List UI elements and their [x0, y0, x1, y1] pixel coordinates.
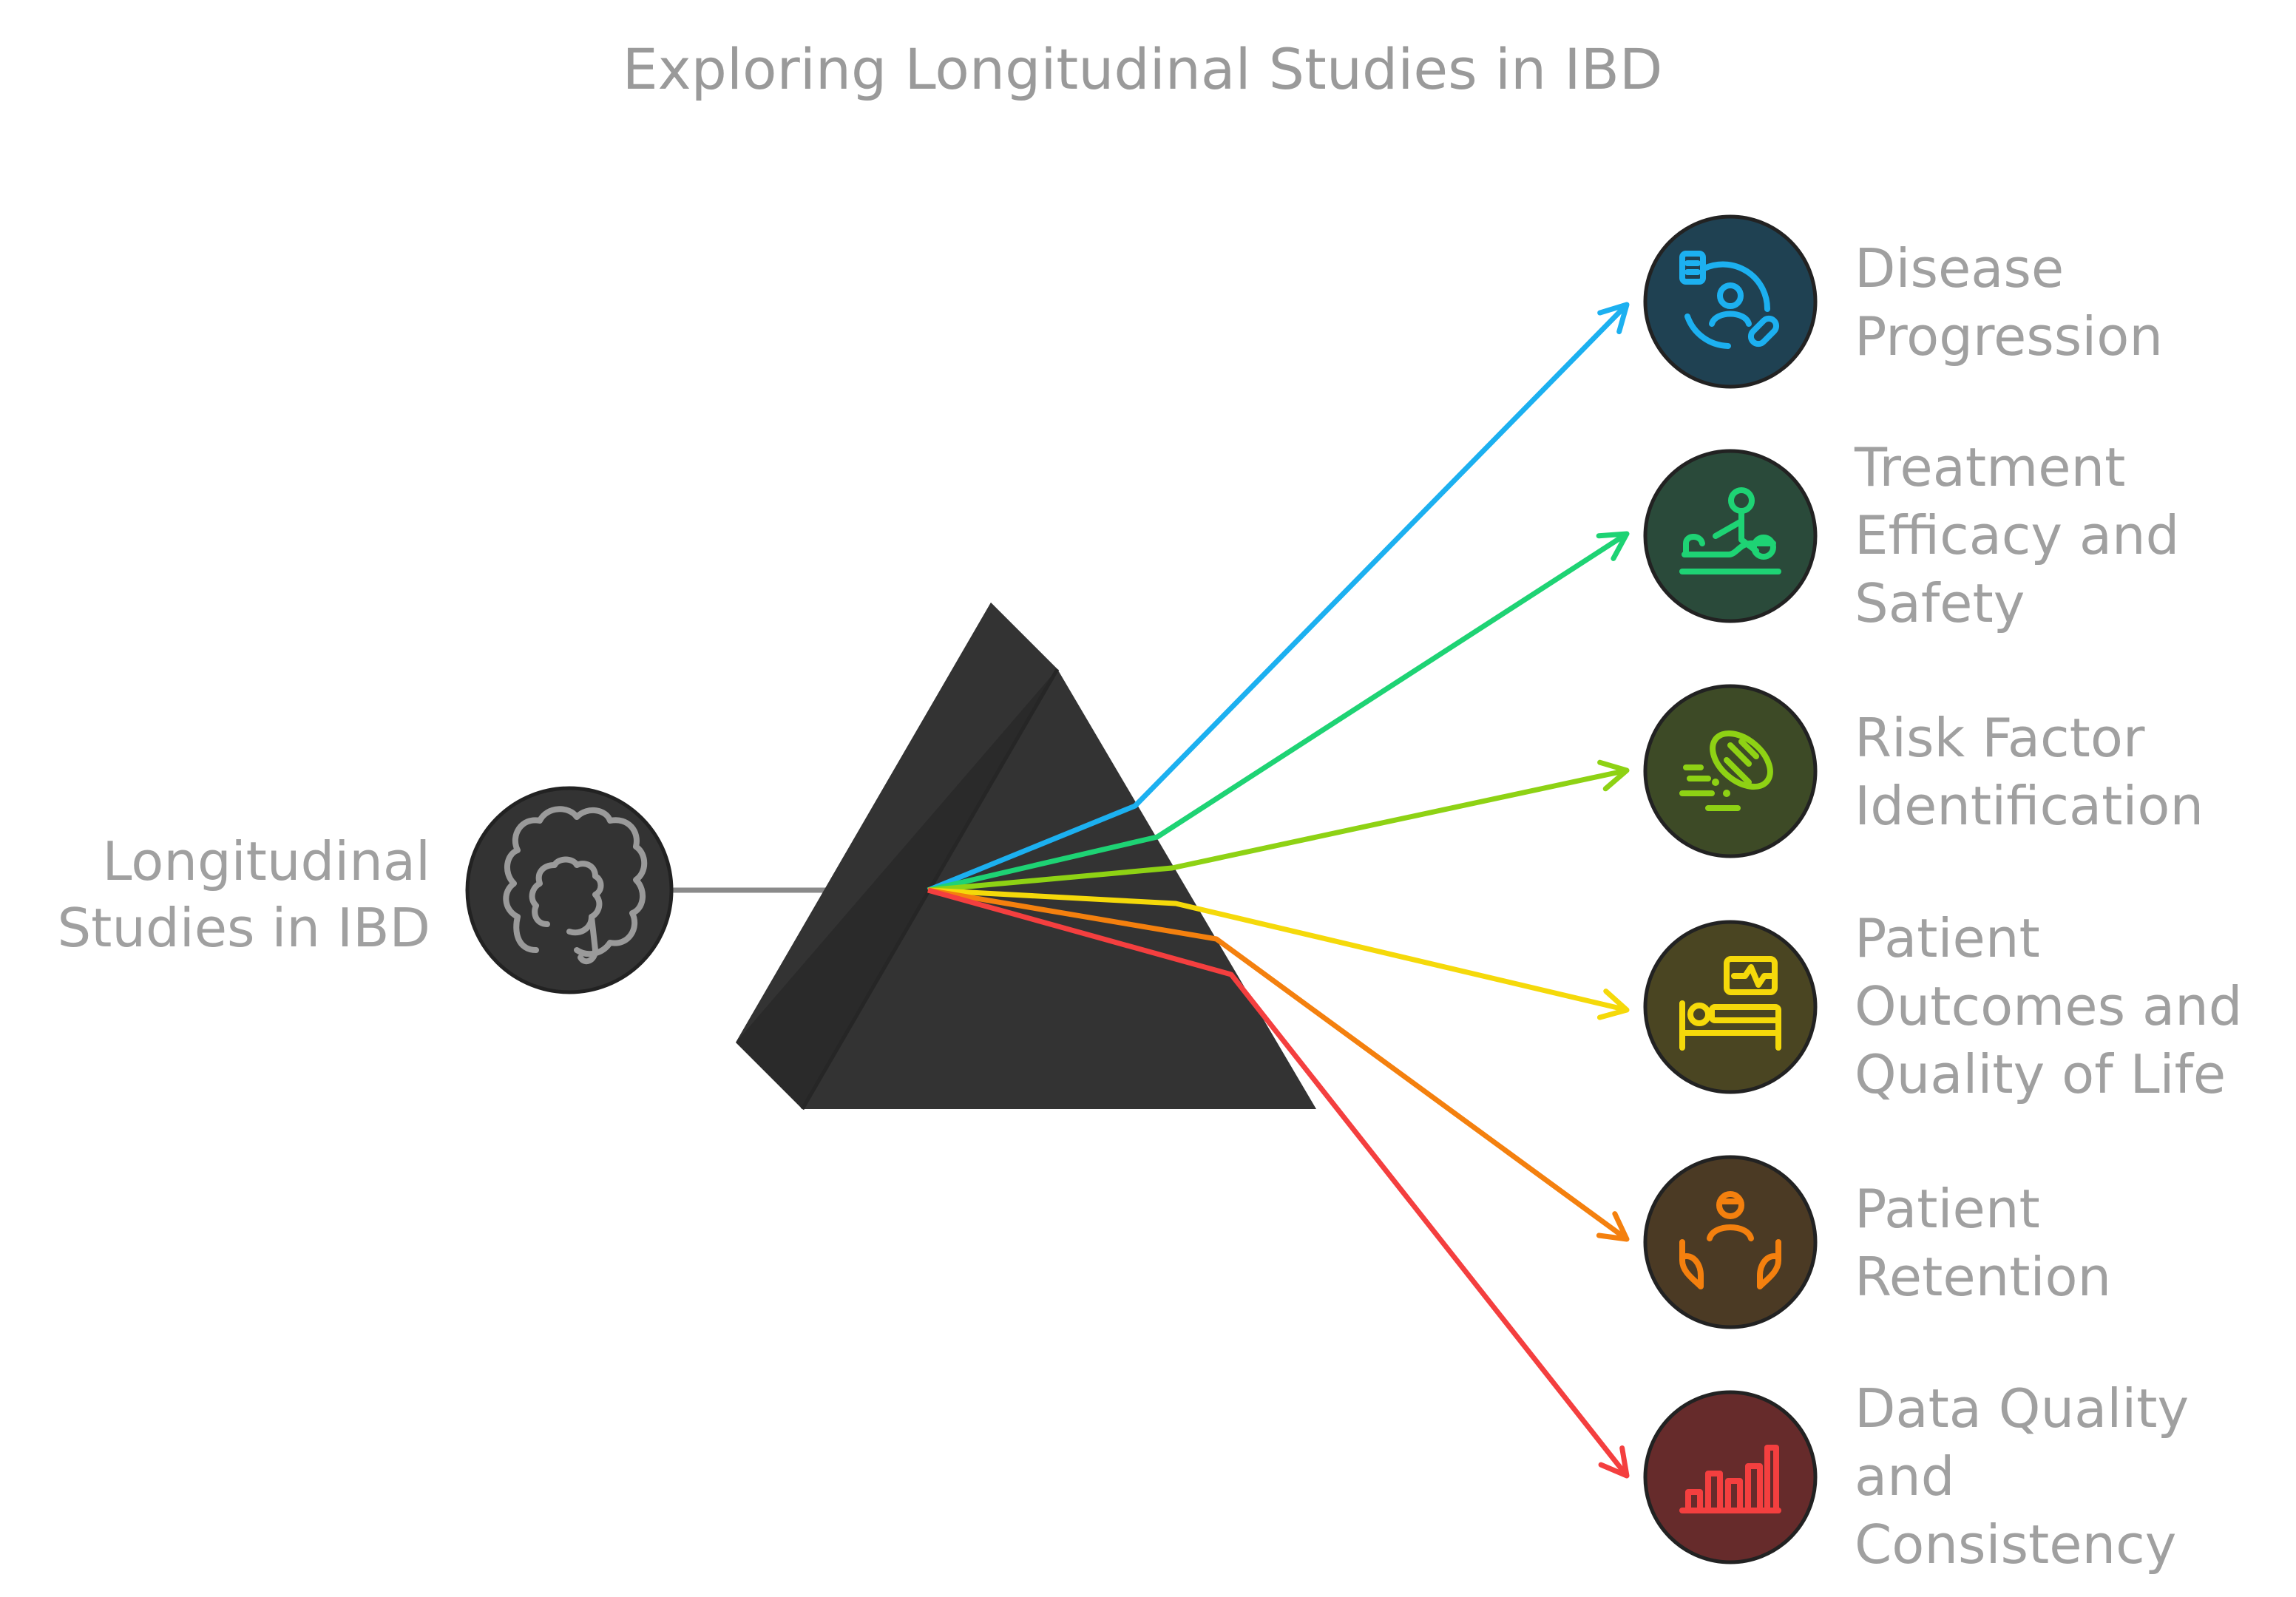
beam-5: [927, 887, 1630, 1242]
node-circle: [1643, 1390, 1818, 1564]
output-label-6-line-1: Data Quality: [1855, 1377, 2189, 1440]
source-label-line-1: Longitudinal: [102, 830, 430, 892]
output-label-3-line-2: Identification: [1855, 775, 2204, 837]
arrowhead-icon: [1598, 1445, 1630, 1479]
source-node: [465, 786, 674, 994]
node-circle: [1643, 214, 1818, 389]
output-label-5-line-2: Retention: [1855, 1246, 2111, 1308]
beam-6: [927, 887, 1630, 1479]
output-label-3-line-1: Risk Factor: [1855, 707, 2145, 769]
output-beams: [927, 302, 1630, 1479]
beam-2: [927, 531, 1630, 893]
intestine-icon: [503, 806, 648, 965]
output-label-5-line-1: Patient: [1855, 1178, 2040, 1240]
arrowhead-icon: [1596, 989, 1630, 1020]
patient-care-cycle-icon: [1679, 251, 1780, 349]
output-label-6-line-3: Consistency: [1855, 1513, 2176, 1576]
output-label-1-line-1: Disease: [1855, 237, 2064, 299]
arrowhead-icon: [1596, 531, 1630, 561]
beam-1: [927, 302, 1630, 893]
output-label-4-line-1: Patient: [1855, 907, 2040, 969]
output-label-2-line-1: Treatment: [1854, 436, 2125, 498]
output-label-1-line-2: Progression: [1855, 305, 2163, 367]
node-circle: [1643, 1155, 1818, 1329]
arrowhead-icon: [1597, 759, 1630, 792]
prism-front-face: [802, 669, 1316, 1109]
output-label-2-line-3: Safety: [1855, 572, 2025, 634]
output-label-6-line-2: and: [1855, 1445, 1954, 1508]
prism: [736, 603, 1316, 1111]
caring-hands-icon: [1679, 1191, 1781, 1289]
massage-therapy-icon: [1679, 487, 1781, 574]
beam-4: [927, 887, 1630, 1020]
arrowhead-icon: [1597, 302, 1630, 335]
diagram-title: Exploring Longitudinal Studies in IBD: [623, 36, 1663, 102]
beam-3: [927, 759, 1630, 893]
output-label-2-line-2: Efficacy and: [1855, 504, 2179, 566]
bacteria-icon: [1679, 730, 1773, 811]
bar-chart-icon: [1679, 1445, 1781, 1513]
output-label-4-line-3: Quality of Life: [1855, 1043, 2226, 1105]
hospital-bed-icon: [1679, 956, 1781, 1051]
prism-top-face: [736, 603, 1057, 1042]
arrowhead-icon: [1596, 1211, 1630, 1242]
source-label-line-2: Studies in IBD: [57, 897, 430, 959]
node-circle: [1643, 684, 1818, 858]
node-circle: [1643, 449, 1818, 623]
output-label-4-line-2: Outcomes and: [1855, 975, 2242, 1037]
